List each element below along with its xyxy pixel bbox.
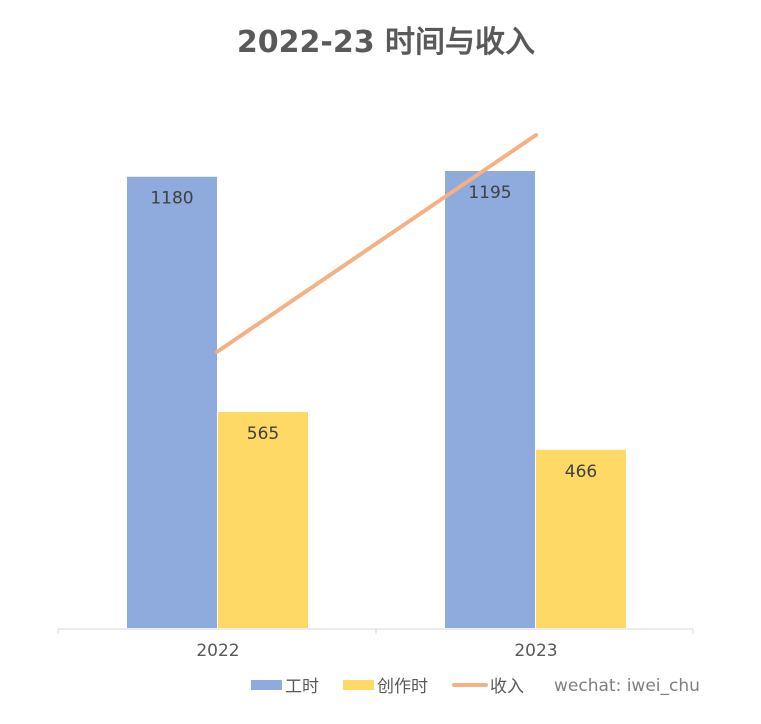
x-tick-label-2022: 2022	[196, 641, 239, 661]
legend-label-creative-hours: 创作时	[377, 677, 428, 697]
legend-swatch-creative-hours	[343, 680, 374, 690]
data-label-work-hours-2022: 1180	[150, 189, 193, 209]
bar-creative-hours-2023	[536, 449, 626, 628]
legend: 工时 创作时 收入	[251, 677, 524, 697]
chart-title: 2022-23 时间与收入	[237, 25, 535, 60]
line-income	[215, 133, 538, 354]
bars-layer	[127, 171, 626, 629]
bar-work-hours-2022	[127, 176, 217, 629]
data-label-work-hours-2023: 1195	[468, 183, 511, 203]
line-layer	[215, 133, 538, 354]
labels-layer: 1180 565 1195 466	[150, 183, 597, 482]
x-tick-label-2023: 2023	[514, 641, 557, 661]
legend-label-income: 收入	[490, 677, 524, 697]
watermark: wechat: iwei_chu	[554, 676, 700, 696]
data-label-creative-hours-2022: 565	[247, 424, 279, 444]
legend-label-work-hours: 工时	[285, 677, 319, 697]
bar-work-hours-2023	[445, 171, 535, 628]
ticks-layer: 2022 2023	[57, 629, 694, 661]
data-label-creative-hours-2023: 466	[565, 462, 597, 482]
bar-creative-hours-2022	[218, 411, 308, 628]
legend-swatch-work-hours	[251, 680, 282, 690]
